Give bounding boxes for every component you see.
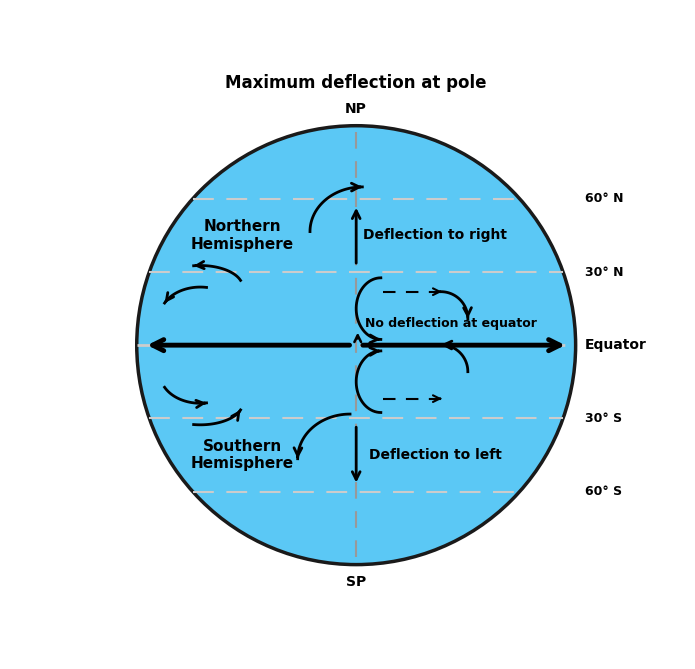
Text: 60° N: 60° N	[585, 192, 623, 205]
Text: Northern
Hemisphere: Northern Hemisphere	[191, 219, 294, 252]
Text: Equator: Equator	[585, 338, 647, 352]
Text: Deflection to right: Deflection to right	[363, 228, 507, 242]
Circle shape	[137, 126, 575, 565]
Text: 30° N: 30° N	[585, 266, 623, 278]
Text: No deflection at equator: No deflection at equator	[366, 317, 537, 330]
Text: SP: SP	[346, 575, 366, 589]
Text: NP: NP	[345, 102, 367, 116]
Text: Maximum deflection at pole: Maximum deflection at pole	[225, 74, 487, 92]
Text: Deflection to left: Deflection to left	[368, 448, 502, 462]
Text: 60° S: 60° S	[585, 485, 622, 498]
Text: Southern
Hemisphere: Southern Hemisphere	[191, 439, 294, 471]
Text: 30° S: 30° S	[585, 411, 622, 425]
